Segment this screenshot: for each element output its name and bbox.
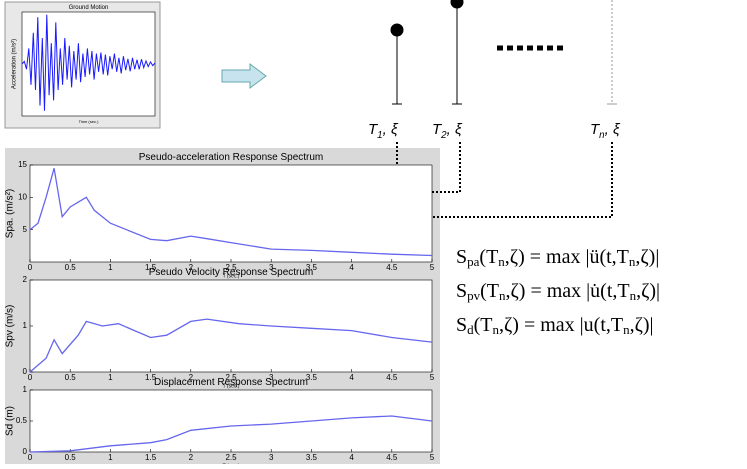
oscillator-label: T2, ξ [432,121,463,141]
x-tick-label: 3 [269,373,274,382]
x-axis-label: T (sec.) [223,383,240,389]
chart-title: Pseudo Velocity Response Spectrum [149,267,314,278]
x-tick-label: 2.5 [225,263,237,272]
text-part: 1 [377,130,382,141]
text-part: (T [474,314,493,336]
text-part: ,ζ)| [636,280,660,302]
equation: Spa(Tn,ζ) = max |ü(t,Tn,ζ)| [456,246,659,269]
x-tick-label: 5 [430,263,435,272]
x-tick-label: 3 [269,453,274,462]
x-tick-label: 4.5 [386,263,398,272]
x-tick-label: 0 [28,453,33,462]
x-tick-label: 2 [189,453,194,462]
text-part: n [499,288,506,303]
data-line [29,415,433,453]
y-tick-label: 0.5 [16,416,28,425]
data-line [29,168,433,257]
plot-area [29,279,433,373]
plot-area [29,164,433,263]
text-part: ,ζ)| [630,314,654,336]
x-axis-label: T (sec.) [223,273,240,279]
text-part: n [623,322,630,337]
x-tick-label: 4 [349,373,354,382]
y-tick-label: 0 [23,367,28,376]
oscillator-label: T1, ξ [368,121,399,141]
chart-title: Pseudo-acceleration Response Spectrum [139,152,324,163]
text-part: n [498,254,505,269]
x-tick-label: 2.5 [225,373,237,382]
x-tick-label: 1.5 [145,263,157,272]
x-tick-label: 1.5 [145,453,157,462]
x-tick-label: 0.5 [65,373,77,382]
x-tick-label: 1 [108,373,113,382]
text-part: T [432,121,443,138]
x-tick-label: 4.5 [386,373,398,382]
x-tick-label: 2 [189,373,194,382]
text-part: pv [467,288,481,303]
oscillators [390,0,617,105]
text-part: , ξ [383,121,399,138]
plot-area [29,389,433,453]
text-part: S [456,246,467,268]
y-axis-label: Spa. (m/s²) [5,189,16,238]
y-tick-label: 2 [23,275,28,284]
text-part: ,ζ) = max |u̇(t,T [506,280,630,302]
x-tick-label: 4 [349,453,354,462]
chart-title: Ground Motion [69,5,109,11]
text-part: S [456,280,467,302]
y-axis-label: Sd (m) [5,406,16,436]
text-part: S [456,314,467,336]
y-tick-label: 15 [18,160,27,169]
x-tick-label: 2 [189,263,194,272]
y-axis-label: Spv (m/s) [5,305,16,348]
x-tick-label: 3.5 [306,373,318,382]
data-line [29,318,433,373]
arrow [221,63,267,89]
data-line [21,14,156,111]
text-part: n [493,322,500,337]
text-part: , ξ [605,121,621,138]
text-part: T [368,121,379,138]
text-part: n [629,254,636,269]
equation: Sd(Tn,ζ) = max |u(t,Tn,ζ)| [456,314,654,337]
x-tick-label: 3 [269,263,274,272]
x-tick-label: 0.5 [65,453,77,462]
y-axis-label: Acceleration (m/s²) [12,39,18,89]
x-tick-label: 5 [430,373,435,382]
x-tick-label: 3.5 [306,263,318,272]
x-tick-label: 0 [28,373,33,382]
text-part: n [630,288,637,303]
x-tick-label: 0.5 [65,263,77,272]
x-tick-label: 3.5 [306,453,318,462]
oscillator-label: Tn, ξ [590,121,621,141]
y-tick-label: 0 [23,447,28,456]
x-tick-label: 1.5 [145,373,157,382]
equation: Spv(Tn,ζ) = max |u̇(t,Tn,ζ)| [456,280,660,303]
x-tick-label: 5 [430,453,435,462]
text-part: 2 [440,130,447,141]
text-part: (T [480,280,499,302]
x-axis-label: Time (sec.) [79,119,100,124]
y-tick-label: 1 [23,385,28,394]
text-part: ,ζ) = max |u(t,T [499,314,623,336]
x-tick-label: 2.5 [225,453,237,462]
text-part: n [599,130,604,141]
y-tick-label: 10 [18,192,27,201]
x-tick-label: 4 [349,263,354,272]
x-tick-label: 4.5 [386,453,398,462]
text-part: (T [479,246,498,268]
text-part: T [590,121,601,138]
x-tick-label: 1 [108,263,113,272]
x-tick-label: 0 [28,263,33,272]
text-part: d [467,322,474,337]
y-tick-label: 1 [23,321,28,330]
text-part: ,ζ)| [635,246,659,268]
text-part: ,ζ) = max |ü(t,T [505,246,629,268]
x-tick-label: 1 [108,453,113,462]
chart-title: Displacement Response Spectrum [154,377,308,388]
text-part: pa [467,254,480,269]
text-part: , ξ [447,121,463,138]
y-tick-label: 5 [23,225,28,234]
